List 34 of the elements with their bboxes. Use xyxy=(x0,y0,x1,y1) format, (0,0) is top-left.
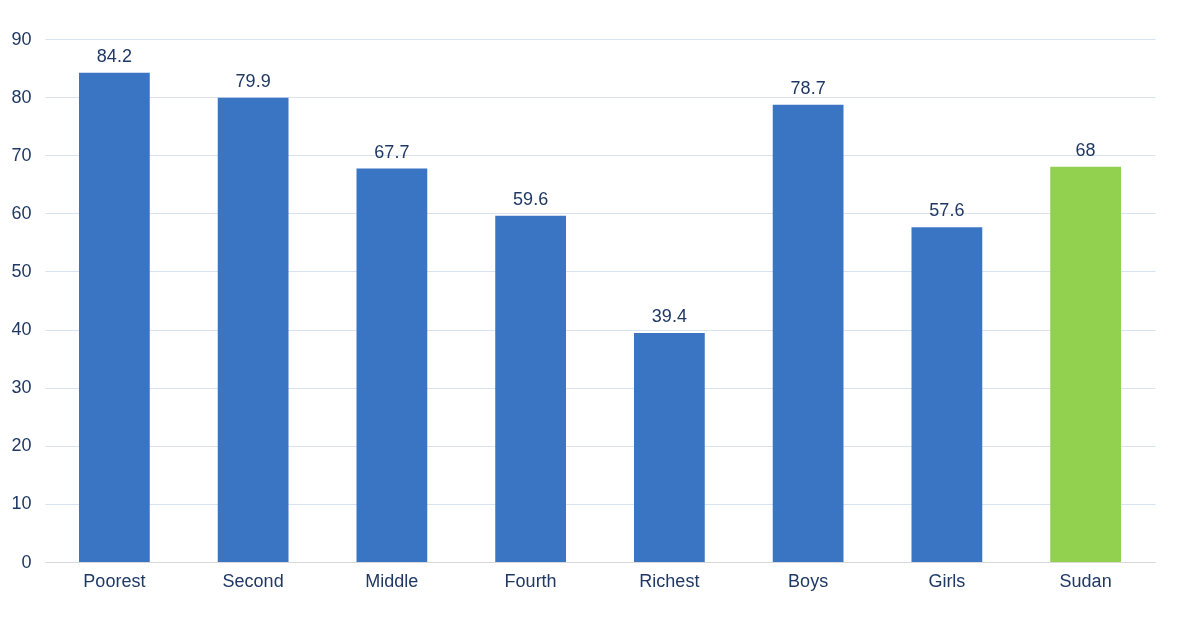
x-tick-label: Richest xyxy=(639,570,700,591)
x-tick-label: Sudan xyxy=(1059,570,1112,591)
y-tick-label: 80 xyxy=(11,86,32,107)
bar xyxy=(78,72,150,562)
y-tick-label: 30 xyxy=(11,377,32,398)
bar xyxy=(495,215,567,562)
x-tick-label: Middle xyxy=(365,570,419,591)
data-label: 67.7 xyxy=(374,141,410,162)
data-label: 79.9 xyxy=(235,70,271,91)
x-tick-label: Fourth xyxy=(504,570,557,591)
data-label: 59.6 xyxy=(513,188,549,209)
y-tick-label: 0 xyxy=(21,551,32,572)
x-tick-label: Boys xyxy=(788,570,829,591)
bar xyxy=(356,168,428,562)
y-tick-label: 70 xyxy=(11,144,32,165)
bar xyxy=(772,104,844,562)
data-label: 57.6 xyxy=(929,200,965,221)
y-tick-label: 20 xyxy=(11,435,32,456)
y-tick-label: 40 xyxy=(11,319,32,340)
x-tick-label: Poorest xyxy=(83,570,146,591)
y-tick-label: 90 xyxy=(11,28,32,49)
x-tick-label: Second xyxy=(222,570,284,591)
data-label: 78.7 xyxy=(790,77,826,98)
data-label: 68 xyxy=(1075,139,1096,160)
bar xyxy=(911,227,983,562)
bar xyxy=(633,333,705,562)
y-tick-label: 50 xyxy=(11,260,32,281)
y-tick-label: 60 xyxy=(11,202,32,223)
y-tick-label: 10 xyxy=(11,493,32,514)
data-label: 39.4 xyxy=(651,306,687,327)
x-tick-label: Girls xyxy=(928,570,966,591)
bar xyxy=(1050,166,1122,562)
data-label: 84.2 xyxy=(96,45,132,66)
bar xyxy=(217,97,289,562)
